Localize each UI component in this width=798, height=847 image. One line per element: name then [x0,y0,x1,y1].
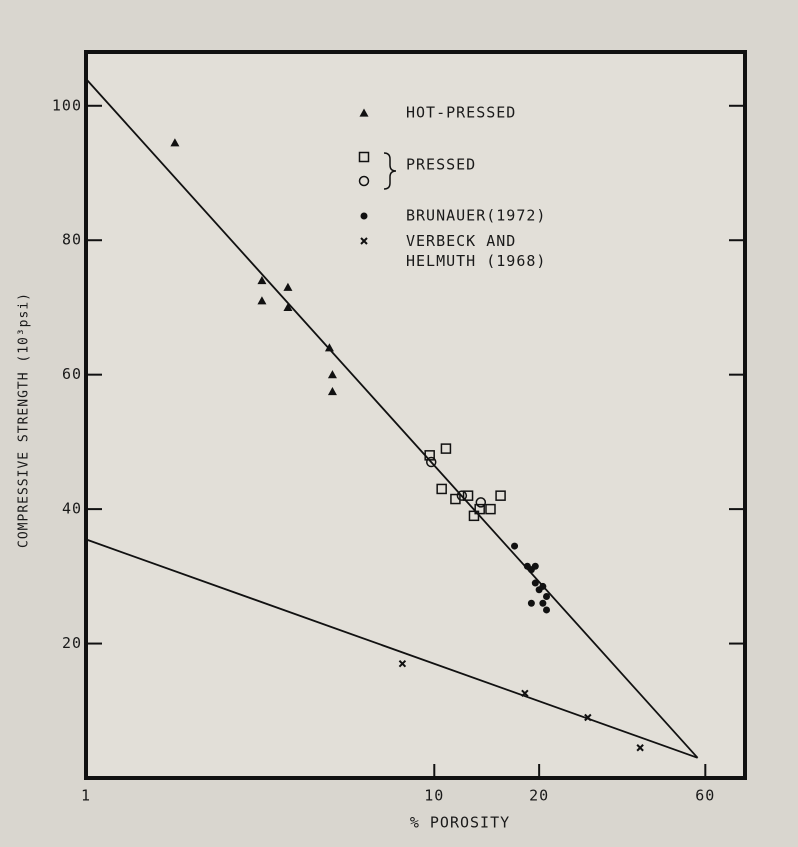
legend-marker [358,151,370,163]
point [283,302,293,312]
legend-marker [360,212,368,220]
point [440,443,452,454]
point [424,450,435,461]
point [456,490,468,501]
legend-label-line: HELMUTH (1968) [406,252,546,270]
x-tick-label: 60 [695,787,715,805]
legend-marker [360,237,368,245]
legend-label: VERBECK AND HELMUTH (1968) [406,232,546,270]
point [170,138,180,147]
legend-label: BRUNAUER(1972) [406,207,546,225]
point [543,606,551,614]
point [527,599,535,607]
point [327,386,337,396]
point [257,276,267,285]
y-tick-label: 60 [62,365,82,383]
point [543,593,551,600]
fit-line [85,78,699,759]
point [531,579,539,587]
y-tick-label: 40 [62,500,82,518]
point [636,744,644,752]
fit-line [85,538,698,759]
legend-label: PRESSED [406,156,476,174]
y-tick-label: 20 [62,634,82,652]
point [495,490,506,501]
point [398,660,407,668]
legend-marker [359,108,369,117]
point [425,456,437,468]
y-tick-label: 80 [62,231,82,249]
point [450,493,461,505]
legend-marker [358,175,370,187]
point [511,542,519,550]
point [531,562,539,570]
y-tick-label: 100 [52,96,82,114]
legend-brace [383,152,397,190]
point [475,497,487,508]
legend-label-line: VERBECK AND [406,232,516,250]
legend-label: HOT-PRESSED [406,104,516,122]
point [436,483,447,495]
point [324,343,334,352]
x-tick-label: 20 [529,787,549,805]
x-axis-label: % POROSITY [410,814,510,832]
point [468,510,480,522]
point [283,282,293,291]
point [521,689,529,698]
x-tick-label: 1 [81,787,91,805]
point [462,490,474,501]
y-axis-label: COMPRESSIVE STRENGTH (10³psi) [17,292,32,548]
point [257,296,267,305]
point [584,713,592,722]
x-tick-label: 10 [424,787,444,805]
point [474,503,485,515]
point [539,582,547,590]
point [485,503,496,515]
point [539,599,547,607]
point [327,370,337,379]
